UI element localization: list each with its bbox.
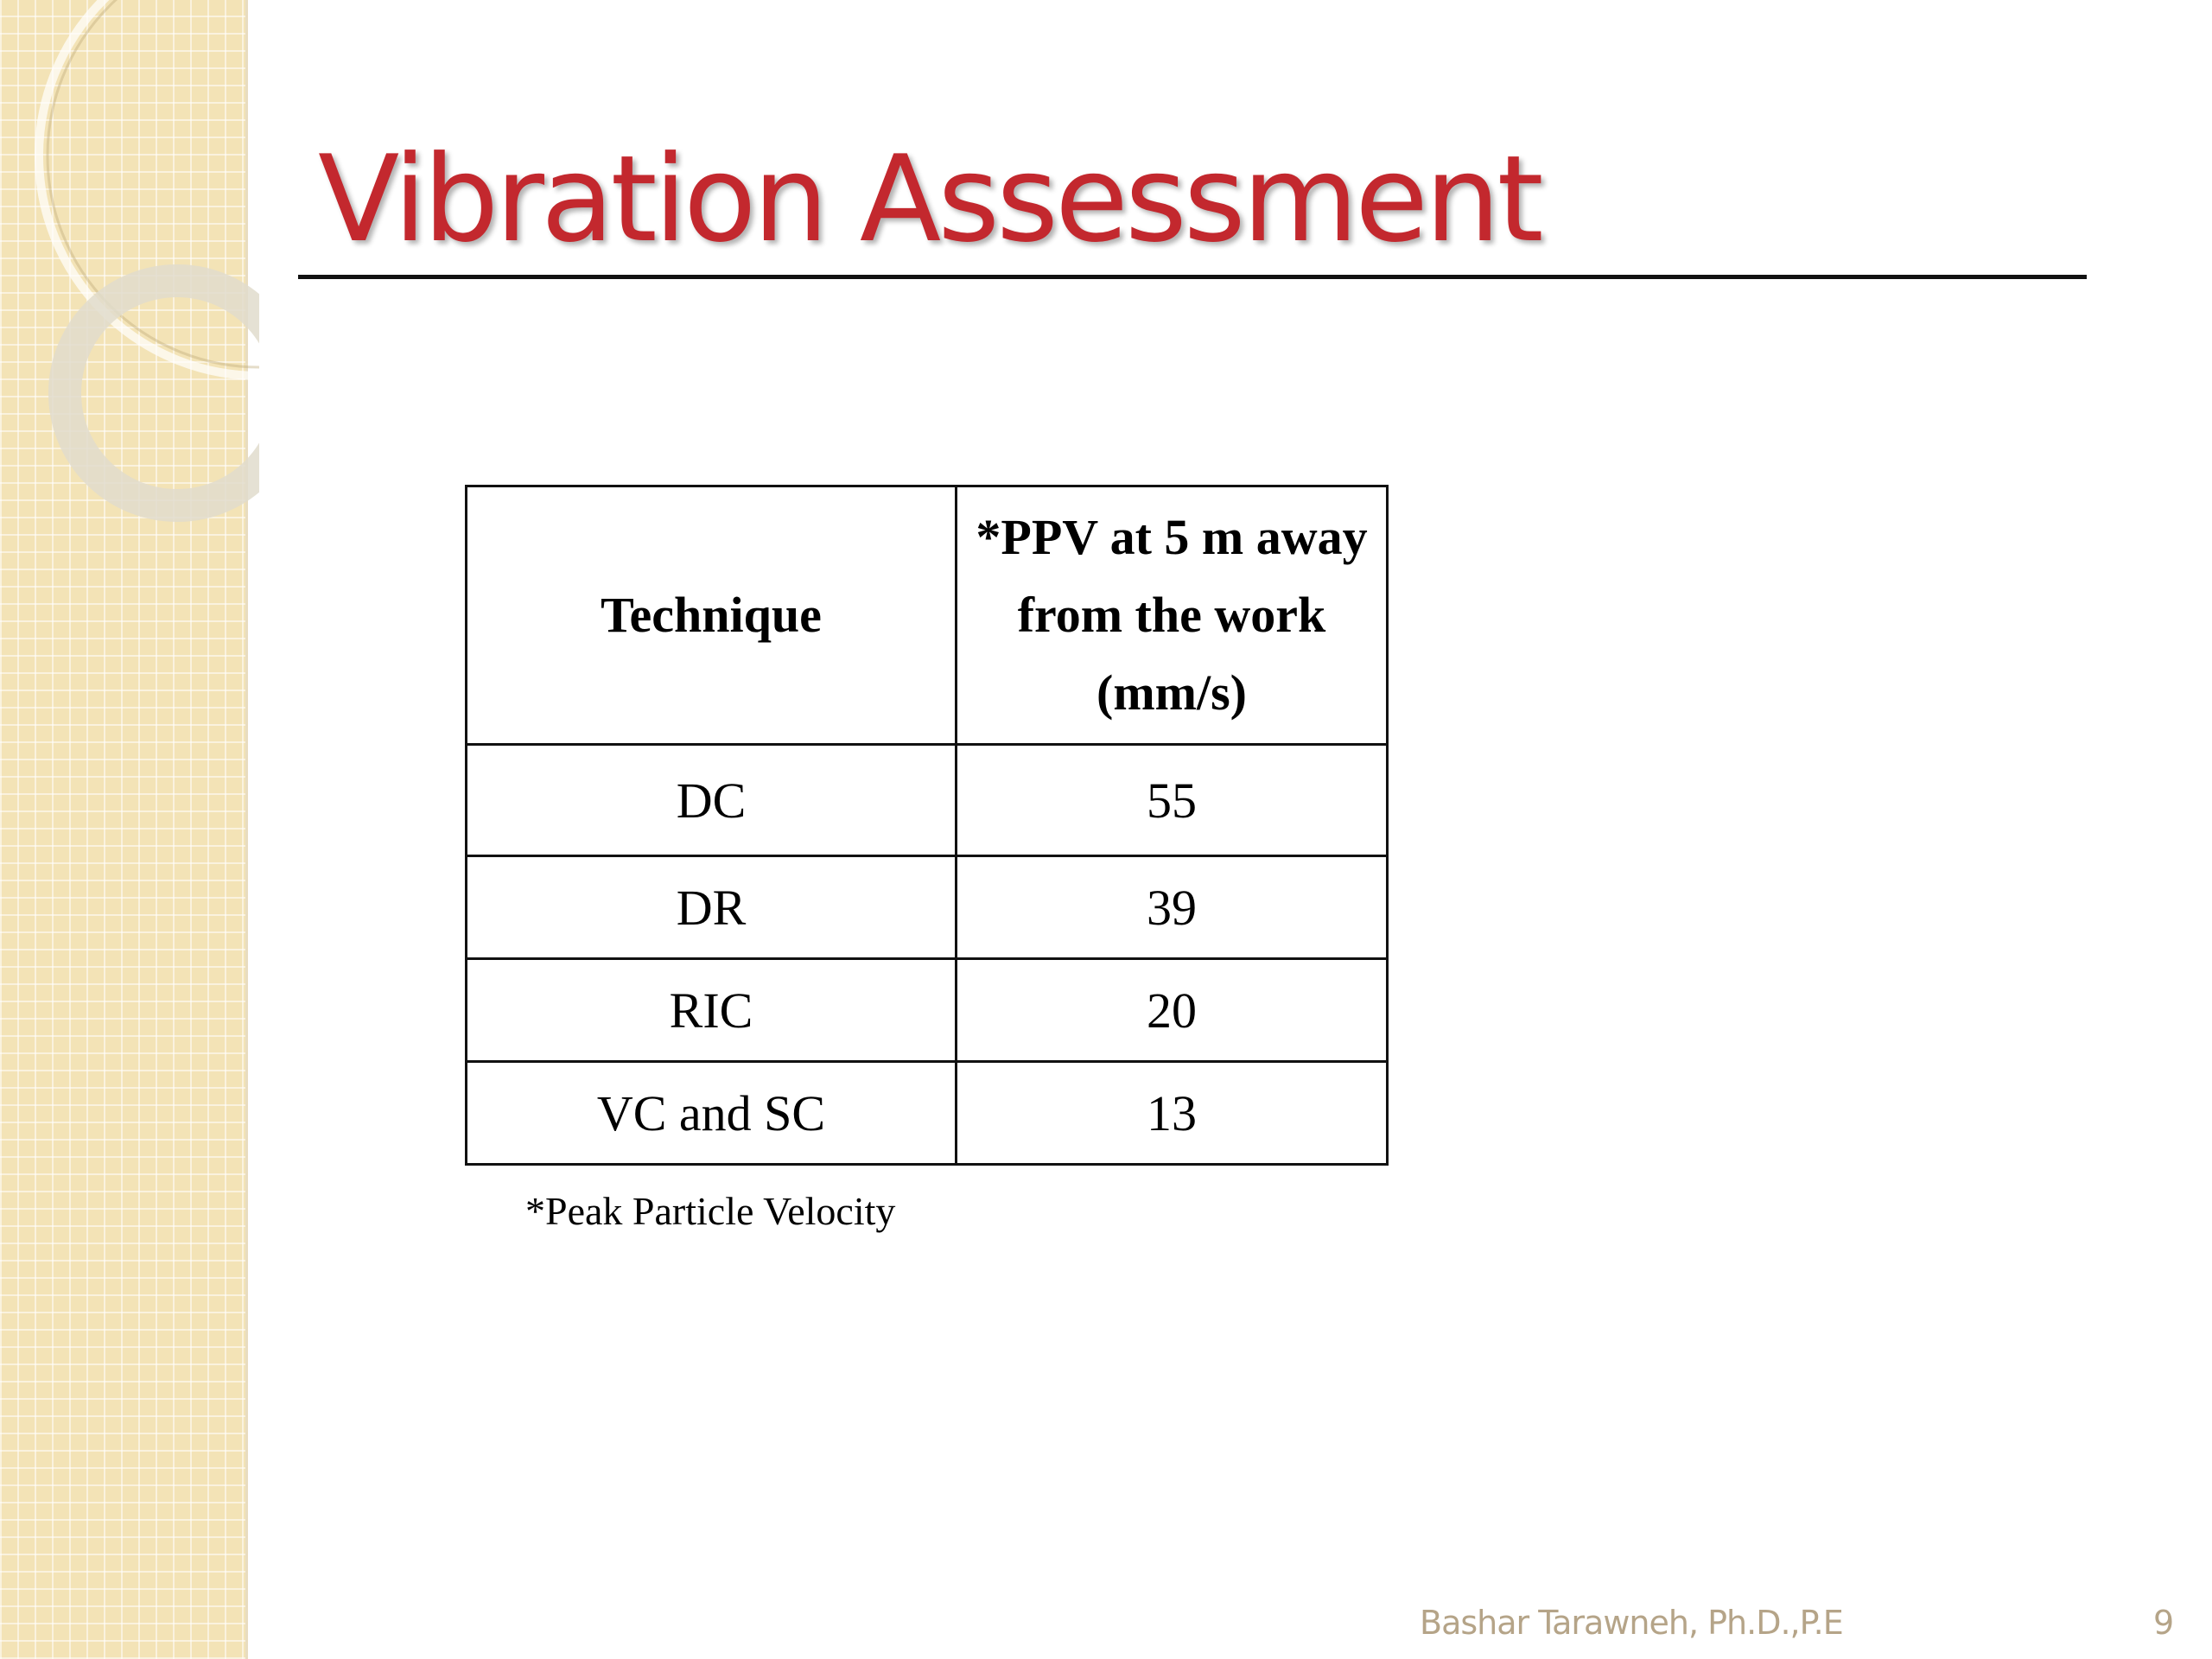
header-cell: Technique [465, 485, 957, 746]
data-table: Technique *PPV at 5 m away from the work… [465, 485, 1389, 1166]
ring [46, 0, 259, 369]
table-row: DC 55 [465, 743, 1389, 857]
ring [48, 264, 259, 522]
technique-cell: DR [465, 855, 957, 960]
decorative-rings [35, 0, 259, 522]
table-row: DR 39 [465, 855, 1389, 960]
ppv-cell: 13 [955, 1060, 1389, 1166]
footnote: *Peak Particle Velocity [525, 1189, 896, 1233]
slide-title: Vibration Assessment [318, 130, 1544, 269]
ppv-cell: 39 [955, 855, 1389, 960]
ring [35, 0, 259, 380]
technique-cell: DC [465, 743, 957, 857]
header-cell: *PPV at 5 m away from the work (mm/s) [955, 485, 1389, 746]
ppv-cell: 55 [955, 743, 1389, 857]
technique-cell: VC and SC [465, 1060, 957, 1166]
footer-author: Bashar Tarawneh, Ph.D.,P.E [1420, 1604, 1844, 1642]
table-row: RIC 20 [465, 957, 1389, 1063]
page-number: 9 [2153, 1604, 2175, 1642]
technique-cell: RIC [465, 957, 957, 1063]
table-row: VC and SC 13 [465, 1060, 1389, 1166]
ppv-cell: 20 [955, 957, 1389, 1063]
title-rule [298, 275, 2087, 279]
header-row: Technique *PPV at 5 m away from the work… [465, 485, 1389, 746]
